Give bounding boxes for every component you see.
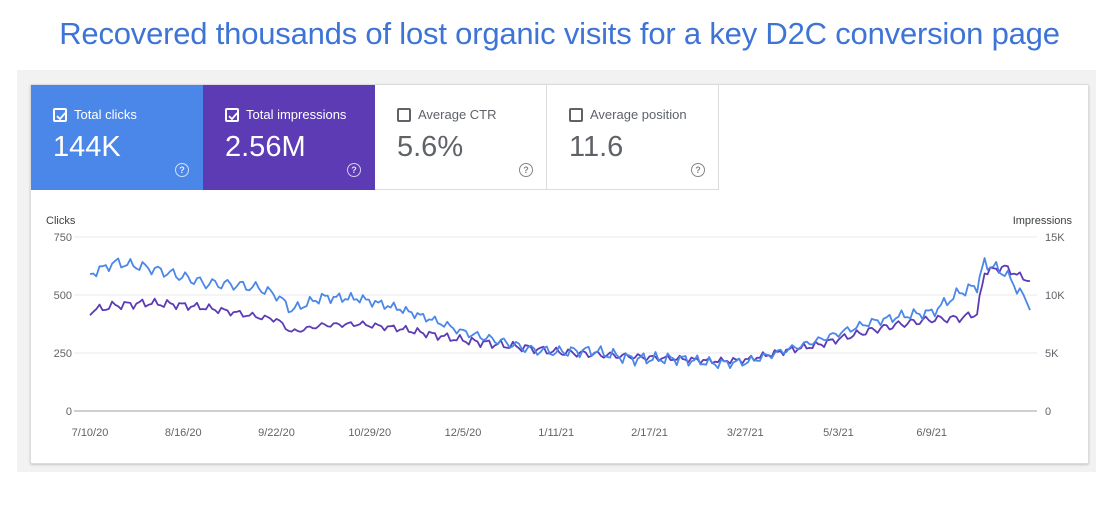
metric-value: 2.56M [225, 131, 306, 163]
y-left-tick-label: 0 [66, 406, 72, 418]
help-icon[interactable]: ? [175, 163, 189, 177]
clicks-series-line [89, 264, 1031, 365]
metric-tile-average-position[interactable]: Average position 11.6 ? [547, 85, 719, 190]
x-tick-label: 5/3/21 [823, 427, 854, 439]
checkbox-checked-icon[interactable] [225, 108, 239, 122]
x-tick-label: 8/16/20 [165, 427, 202, 439]
y-left-tick-label: 750 [54, 232, 72, 244]
metric-value: 11.6 [569, 131, 624, 163]
x-tick-label: 6/9/21 [916, 427, 947, 439]
metric-value: 144K [53, 131, 121, 163]
y-left-tick-label: 250 [54, 348, 72, 360]
x-tick-label: 10/29/20 [348, 427, 391, 439]
page-headline: Recovered thousands of lost organic visi… [59, 16, 1060, 51]
y-right-tick-label: 5K [1045, 348, 1059, 360]
checkbox-unchecked-icon[interactable] [569, 108, 583, 122]
metric-label: Average position [590, 107, 687, 122]
metric-label: Average CTR [418, 107, 497, 122]
y-left-axis-title: Clicks [46, 215, 76, 227]
performance-card: Total clicks 144K ? Total impressions 2.… [30, 84, 1089, 464]
x-tick-label: 12/5/20 [445, 427, 482, 439]
x-tick-label: 9/22/20 [258, 427, 295, 439]
y-right-tick-label: 0 [1045, 406, 1051, 418]
checkbox-unchecked-icon[interactable] [397, 108, 411, 122]
metric-tile-total-impressions[interactable]: Total impressions 2.56M ? [203, 85, 375, 190]
checkbox-checked-icon[interactable] [53, 108, 67, 122]
y-right-tick-label: 15K [1045, 232, 1065, 244]
help-icon[interactable]: ? [347, 163, 361, 177]
metric-tile-average-ctr[interactable]: Average CTR 5.6% ? [375, 85, 547, 190]
x-tick-label: 7/10/20 [72, 427, 109, 439]
help-icon[interactable]: ? [519, 163, 533, 177]
y-left-tick-label: 500 [54, 290, 72, 302]
help-icon[interactable]: ? [691, 163, 705, 177]
y-right-tick-label: 10K [1045, 290, 1065, 302]
performance-line-chart: 0 0 250 5K 500 10K 750 15K Clicks Impressions 7/10… [46, 215, 1073, 439]
x-tick-label: 3/27/21 [727, 427, 764, 439]
x-tick-label: 2/17/21 [631, 427, 668, 439]
impressions-series-line [89, 257, 1031, 370]
y-right-axis-title: Impressions [1013, 215, 1073, 227]
x-tick-label: 1/11/21 [538, 427, 574, 439]
metric-tile-total-clicks[interactable]: Total clicks 144K ? [31, 85, 203, 190]
metric-tiles: Total clicks 144K ? Total impressions 2.… [31, 85, 719, 190]
metric-label: Total clicks [74, 107, 137, 122]
metric-label: Total impressions [246, 107, 347, 122]
metric-value: 5.6% [397, 131, 464, 163]
